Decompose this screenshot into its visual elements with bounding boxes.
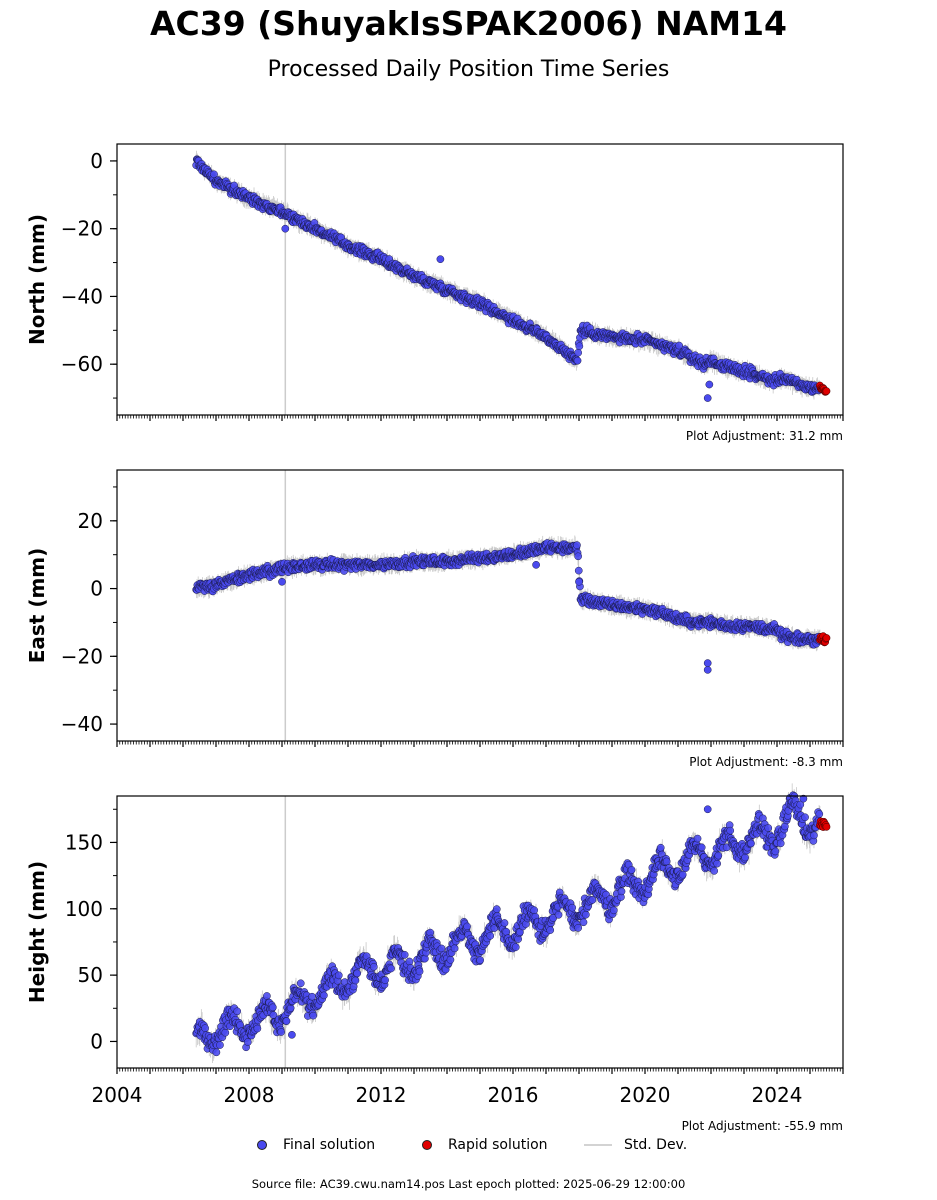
plot-adjustment-label: Plot Adjustment: 31.2 mm	[686, 429, 843, 443]
final-point	[574, 348, 582, 357]
outlier-point	[281, 224, 290, 233]
outlier-point	[436, 255, 445, 264]
chart-subtitle: Processed Daily Position Time Series	[267, 57, 670, 82]
final-point	[573, 356, 582, 365]
y-tick-label: −40	[61, 284, 103, 308]
rapid-point	[822, 387, 831, 395]
outlier-point	[705, 380, 714, 389]
final-series-0	[192, 150, 824, 400]
y-tick-label: 0	[90, 149, 103, 173]
y-tick-label: −60	[61, 352, 103, 376]
final-point	[575, 342, 584, 351]
y-tick-label: −20	[61, 217, 103, 241]
final-point	[675, 341, 683, 350]
chart-title: AC39 (ShuyakIsSPAK2006) NAM14	[149, 4, 788, 43]
y-axis-label: North (mm)	[25, 214, 49, 345]
outlier-point	[703, 394, 712, 402]
final-series-1	[192, 535, 824, 652]
